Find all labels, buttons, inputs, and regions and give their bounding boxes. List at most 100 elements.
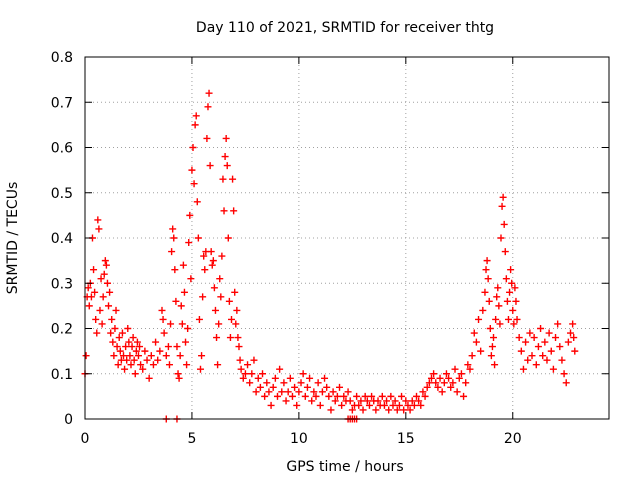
data-point bbox=[215, 320, 223, 328]
data-point bbox=[481, 288, 489, 296]
data-point bbox=[303, 383, 311, 391]
data-point bbox=[425, 379, 433, 387]
data-point bbox=[434, 383, 442, 391]
data-point bbox=[316, 401, 324, 409]
y-tick-label: 0.1 bbox=[51, 367, 73, 383]
data-point bbox=[184, 325, 192, 332]
data-point bbox=[348, 406, 356, 414]
data-point bbox=[137, 361, 145, 369]
data-point bbox=[96, 306, 104, 314]
data-point bbox=[196, 365, 204, 373]
data-point bbox=[159, 315, 167, 323]
x-tick-label: 5 bbox=[187, 431, 196, 447]
data-point bbox=[234, 334, 242, 342]
data-point bbox=[564, 338, 572, 346]
data-point bbox=[220, 207, 228, 215]
data-point bbox=[207, 248, 215, 256]
data-point bbox=[93, 329, 101, 337]
y-axis-label: SRMTID / TECUs bbox=[5, 182, 21, 295]
data-point bbox=[503, 297, 511, 305]
data-point bbox=[254, 374, 262, 382]
data-point bbox=[252, 388, 260, 396]
data-point bbox=[470, 329, 478, 337]
data-point bbox=[447, 383, 455, 391]
data-point bbox=[278, 388, 286, 396]
x-axis-label: GPS time / hours bbox=[286, 459, 403, 475]
data-point bbox=[205, 89, 213, 97]
data-point bbox=[532, 361, 540, 369]
data-point bbox=[95, 225, 103, 233]
data-point bbox=[415, 397, 423, 405]
data-point bbox=[139, 365, 147, 373]
data-point bbox=[133, 338, 141, 346]
y-tick-label: 0.3 bbox=[51, 276, 73, 292]
data-point bbox=[299, 370, 307, 378]
data-point bbox=[143, 356, 151, 364]
data-point bbox=[329, 388, 337, 396]
data-point bbox=[108, 315, 116, 323]
data-point bbox=[482, 266, 490, 274]
data-point bbox=[445, 374, 453, 382]
data-point bbox=[223, 162, 231, 170]
data-point bbox=[199, 293, 207, 301]
data-point bbox=[87, 293, 95, 301]
data-point bbox=[288, 392, 296, 400]
data-point bbox=[224, 234, 232, 242]
data-point bbox=[122, 343, 130, 351]
data-point bbox=[495, 302, 503, 310]
data-point bbox=[365, 401, 373, 409]
data-point bbox=[171, 266, 179, 274]
data-point bbox=[504, 315, 512, 323]
y-tick-labels: 0 0.1 0.2 0.3 0.4 0.5 0.6 0.7 0.8 bbox=[51, 50, 73, 428]
data-point bbox=[158, 306, 166, 314]
data-point bbox=[269, 383, 277, 391]
data-point bbox=[453, 388, 461, 396]
data-point bbox=[496, 320, 504, 328]
data-point bbox=[344, 388, 352, 396]
data-point bbox=[295, 388, 303, 396]
y-tick-label: 0.6 bbox=[51, 141, 73, 157]
data-point bbox=[567, 329, 575, 337]
data-point bbox=[562, 379, 570, 387]
data-point bbox=[477, 347, 485, 355]
data-point bbox=[239, 374, 247, 382]
data-point bbox=[417, 401, 425, 409]
data-point bbox=[312, 392, 320, 400]
data-point bbox=[293, 401, 301, 409]
data-point bbox=[509, 306, 517, 314]
data-point bbox=[432, 379, 440, 387]
data-point bbox=[511, 284, 519, 292]
data-point bbox=[141, 347, 149, 355]
data-point bbox=[131, 370, 139, 378]
data-point bbox=[502, 275, 510, 283]
data-point bbox=[487, 352, 495, 360]
data-point bbox=[491, 361, 499, 369]
data-point bbox=[165, 361, 173, 369]
data-point bbox=[517, 347, 525, 355]
data-point bbox=[119, 352, 127, 360]
data-point bbox=[297, 379, 305, 387]
data-point bbox=[248, 370, 256, 378]
data-point bbox=[560, 370, 568, 378]
data-point bbox=[331, 397, 339, 405]
data-point bbox=[374, 397, 382, 405]
data-point bbox=[100, 270, 108, 278]
data-point bbox=[314, 379, 322, 387]
data-point bbox=[136, 343, 144, 351]
data-point bbox=[423, 383, 431, 391]
grid bbox=[85, 57, 609, 419]
data-point bbox=[492, 315, 500, 323]
y-tick-label: 0 bbox=[64, 412, 73, 428]
data-point bbox=[484, 275, 492, 283]
data-point bbox=[530, 334, 538, 342]
data-point bbox=[250, 356, 258, 364]
data-point bbox=[400, 406, 408, 414]
data-point bbox=[112, 306, 120, 314]
data-point bbox=[537, 325, 545, 332]
data-point bbox=[123, 356, 131, 364]
data-point bbox=[130, 356, 138, 364]
data-points bbox=[81, 89, 579, 423]
data-point bbox=[475, 315, 483, 323]
data-point bbox=[118, 329, 126, 337]
data-point bbox=[325, 392, 333, 400]
